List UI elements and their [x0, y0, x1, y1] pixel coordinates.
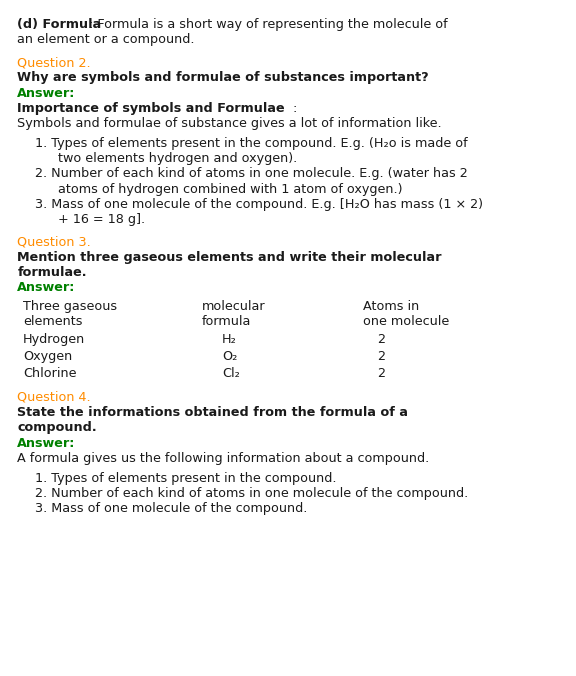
Text: atoms of hydrogen combined with 1 atom of oxygen.): atoms of hydrogen combined with 1 atom o…: [58, 183, 402, 195]
Text: Atoms in: Atoms in: [363, 299, 419, 312]
Text: formula: formula: [202, 315, 251, 328]
Text: Importance of symbols and Formulae: Importance of symbols and Formulae: [17, 102, 285, 115]
Text: 2. Number of each kind of atoms in one molecule. E.g. (water has 2: 2. Number of each kind of atoms in one m…: [35, 167, 467, 180]
Text: Why are symbols and formulae of substances important?: Why are symbols and formulae of substanc…: [17, 72, 429, 84]
Text: Question 3.: Question 3.: [17, 236, 91, 249]
Text: 2. Number of each kind of atoms in one molecule of the compound.: 2. Number of each kind of atoms in one m…: [35, 487, 468, 500]
Text: Answer:: Answer:: [17, 87, 75, 99]
Text: an element or a compound.: an element or a compound.: [17, 33, 195, 47]
Text: Question 2.: Question 2.: [17, 56, 91, 69]
Text: : Formula is a short way of representing the molecule of: : Formula is a short way of representing…: [85, 18, 448, 31]
Text: A formula gives us the following information about a compound.: A formula gives us the following informa…: [17, 452, 430, 464]
Text: one molecule: one molecule: [363, 315, 449, 328]
Text: Question 4.: Question 4.: [17, 391, 91, 404]
Text: + 16 = 18 g].: + 16 = 18 g].: [58, 213, 145, 226]
Text: two elements hydrogen and oxygen).: two elements hydrogen and oxygen).: [58, 152, 297, 165]
Text: Answer:: Answer:: [17, 437, 75, 450]
Text: 2: 2: [377, 366, 385, 379]
Text: Three gaseous: Three gaseous: [23, 299, 117, 312]
Text: Symbols and formulae of substance gives a lot of information like.: Symbols and formulae of substance gives …: [17, 117, 442, 130]
Text: formulae.: formulae.: [17, 266, 87, 279]
Text: 3. Mass of one molecule of the compound.: 3. Mass of one molecule of the compound.: [35, 502, 307, 515]
Text: 2: 2: [377, 333, 385, 346]
Text: 3. Mass of one molecule of the compound. E.g. [H₂O has mass (1 × 2): 3. Mass of one molecule of the compound.…: [35, 197, 483, 211]
Text: Oxygen: Oxygen: [23, 349, 73, 363]
Text: Chlorine: Chlorine: [23, 366, 77, 379]
Text: Mention three gaseous elements and write their molecular: Mention three gaseous elements and write…: [17, 251, 442, 264]
Text: elements: elements: [23, 315, 82, 328]
Text: :: :: [289, 102, 298, 115]
Text: molecular: molecular: [202, 299, 265, 312]
Text: H₂: H₂: [222, 333, 237, 346]
Text: (d) Formula: (d) Formula: [17, 18, 101, 31]
Text: 2: 2: [377, 349, 385, 363]
Text: compound.: compound.: [17, 421, 97, 434]
Text: Cl₂: Cl₂: [222, 366, 240, 379]
Text: Answer:: Answer:: [17, 281, 75, 294]
Text: 1. Types of elements present in the compound.: 1. Types of elements present in the comp…: [35, 471, 336, 485]
Text: State the informations obtained from the formula of a: State the informations obtained from the…: [17, 406, 408, 419]
Text: 1. Types of elements present in the compound. E.g. (H₂o is made of: 1. Types of elements present in the comp…: [35, 137, 467, 150]
Text: O₂: O₂: [222, 349, 237, 363]
Text: Hydrogen: Hydrogen: [23, 333, 85, 346]
